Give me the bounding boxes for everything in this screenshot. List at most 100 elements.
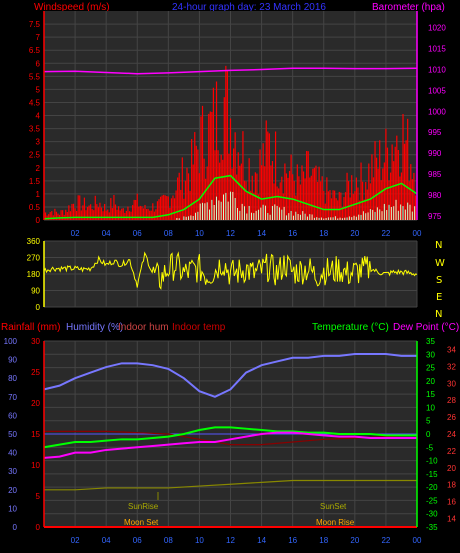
barometer-tick-label: 1005 [428, 86, 446, 95]
rainfall-tick-label: 25 [31, 368, 40, 377]
direction-ticks: 0 90 180 270 360 [27, 237, 41, 312]
rainfall-tick-label: 20 [31, 399, 40, 408]
direction-line [43, 251, 418, 291]
dewpoint-tick-label: 18 [447, 481, 456, 490]
humidity-tick-label: 40 [8, 449, 17, 458]
temperature-tick-label: -35 [426, 523, 438, 532]
temp-time-tick: 00 [413, 536, 422, 545]
wind-time-tick: 08 [164, 229, 173, 238]
wind-time-tick: 10 [195, 229, 204, 238]
humidity-tick-label: 20 [8, 486, 17, 495]
humidity-tick-label: 30 [8, 467, 17, 476]
sunset-label: SunSet [320, 502, 347, 511]
wind-time-ticks: 02 04 06 08 10 12 14 16 18 20 22 00 [71, 229, 422, 238]
windspeed-tick-label: 3.5 [29, 125, 41, 134]
wind-time-tick: 00 [413, 229, 422, 238]
windspeed-tick-label: 5 [36, 85, 41, 94]
temperature-tick-label: -15 [426, 470, 438, 479]
dewpoint-line [43, 431, 417, 459]
graph-title: 24-hour graph day: 23 March 2016 [172, 2, 326, 13]
barometer-tick-label: 1015 [428, 45, 446, 54]
dewpoint-tick-label: 30 [447, 379, 456, 388]
humidity-axis-label: Humidity (%) [66, 322, 123, 333]
barometer-ticks: 975 980 985 990 995 1000 1005 1010 1015 1020 [428, 24, 446, 221]
temperature-tick-label: -20 [426, 483, 438, 492]
dewpoint-tick-label: 28 [447, 396, 456, 405]
wind-time-tick: 20 [350, 229, 359, 238]
compass-n-bottom: N [435, 309, 442, 320]
compass-labels: N W S E N [435, 240, 445, 320]
humidity-tick-label: 60 [8, 411, 17, 420]
barometer-tick-label: 980 [428, 191, 442, 200]
compass-s: S [436, 275, 442, 286]
indoor-temp-line [44, 430, 418, 446]
windspeed-axis-label: Windspeed (m/s) [34, 2, 110, 13]
barometer-tick-label: 1000 [428, 107, 446, 116]
indoor-temp-label: Indoor temp [172, 322, 226, 333]
rainfall-axis-label: Rainfall (mm) [1, 322, 60, 333]
temperature-tick-label: -25 [426, 496, 438, 505]
humidity-line [43, 353, 417, 398]
dewpoint-tick-label: 20 [447, 464, 456, 473]
temperature-tick-label: -10 [426, 457, 438, 466]
temperature-tick-label: 0 [426, 430, 431, 439]
direction-tick-label: 0 [36, 303, 41, 312]
temperature-line [43, 426, 417, 449]
temp-time-tick: 06 [133, 536, 142, 545]
wind-time-tick: 12 [226, 229, 235, 238]
humidity-tick-label: 10 [8, 504, 17, 513]
temperature-tick-label: -5 [426, 443, 434, 452]
wind-time-tick: 22 [381, 229, 390, 238]
humidity-tick-label: 80 [8, 374, 17, 383]
barometer-tick-label: 1010 [428, 66, 446, 75]
windspeed-tick-label: 4 [36, 112, 41, 121]
direction-tick-label: 180 [27, 270, 41, 279]
temp-time-tick: 20 [350, 536, 359, 545]
temperature-tick-label: 20 [426, 377, 435, 386]
rainfall-tick-label: 10 [31, 461, 40, 470]
barometer-tick-label: 1020 [428, 24, 446, 33]
humidity-tick-label: 50 [8, 430, 17, 439]
moonset-label: Moon Set [124, 518, 159, 527]
temp-time-tick: 14 [257, 536, 266, 545]
temp-time-tick: 12 [226, 536, 235, 545]
rainfall-tick-label: 30 [31, 337, 40, 346]
wind-time-tick: 06 [133, 229, 142, 238]
temperature-tick-label: 5 [426, 417, 431, 426]
dewpoint-tick-label: 16 [447, 498, 456, 507]
temperature-tick-label: 10 [426, 403, 435, 412]
dewpoint-tick-label: 22 [447, 447, 456, 456]
windspeed-tick-label: 6 [36, 59, 41, 68]
compass-w: W [435, 258, 445, 269]
sunrise-label: SunRise [128, 502, 159, 511]
barometer-axis-label: Barometer (hpa) [372, 2, 445, 13]
wind-time-tick: 16 [288, 229, 297, 238]
temp-series [43, 353, 418, 528]
rainfall-tick-label: 15 [31, 430, 40, 439]
barometer-tick-label: 985 [428, 170, 442, 179]
windspeed-tick-label: 3 [36, 138, 41, 147]
indoor-hum-label: Indoor hum [118, 322, 169, 333]
windspeed-tick-label: 5.5 [29, 72, 41, 81]
windspeed-tick-label: 0 [36, 216, 41, 225]
compass-e: E [436, 292, 442, 303]
wind-time-tick: 04 [102, 229, 111, 238]
windspeed-tick-label: 7.5 [29, 20, 41, 29]
average-wind-line [43, 174, 418, 220]
moonrise-label: Moon Rise [316, 518, 355, 527]
dewpoint-tick-label: 14 [447, 515, 456, 524]
windspeed-tick-label: 2.5 [29, 151, 41, 160]
dewpoint-tick-label: 32 [447, 362, 456, 371]
direction-series [43, 251, 418, 291]
temperature-tick-label: 25 [426, 364, 435, 373]
temp-time-tick: 18 [319, 536, 328, 545]
windspeed-tick-label: 4.5 [29, 98, 41, 107]
humidity-tick-label: 100 [4, 337, 18, 346]
temp-time-tick: 22 [381, 536, 390, 545]
barometer-line [43, 67, 418, 75]
windspeed-tick-label: 1.5 [29, 177, 41, 186]
temp-time-tick: 16 [288, 536, 297, 545]
direction-tick-label: 360 [27, 237, 41, 246]
dewpoint-tick-label: 34 [447, 345, 456, 354]
